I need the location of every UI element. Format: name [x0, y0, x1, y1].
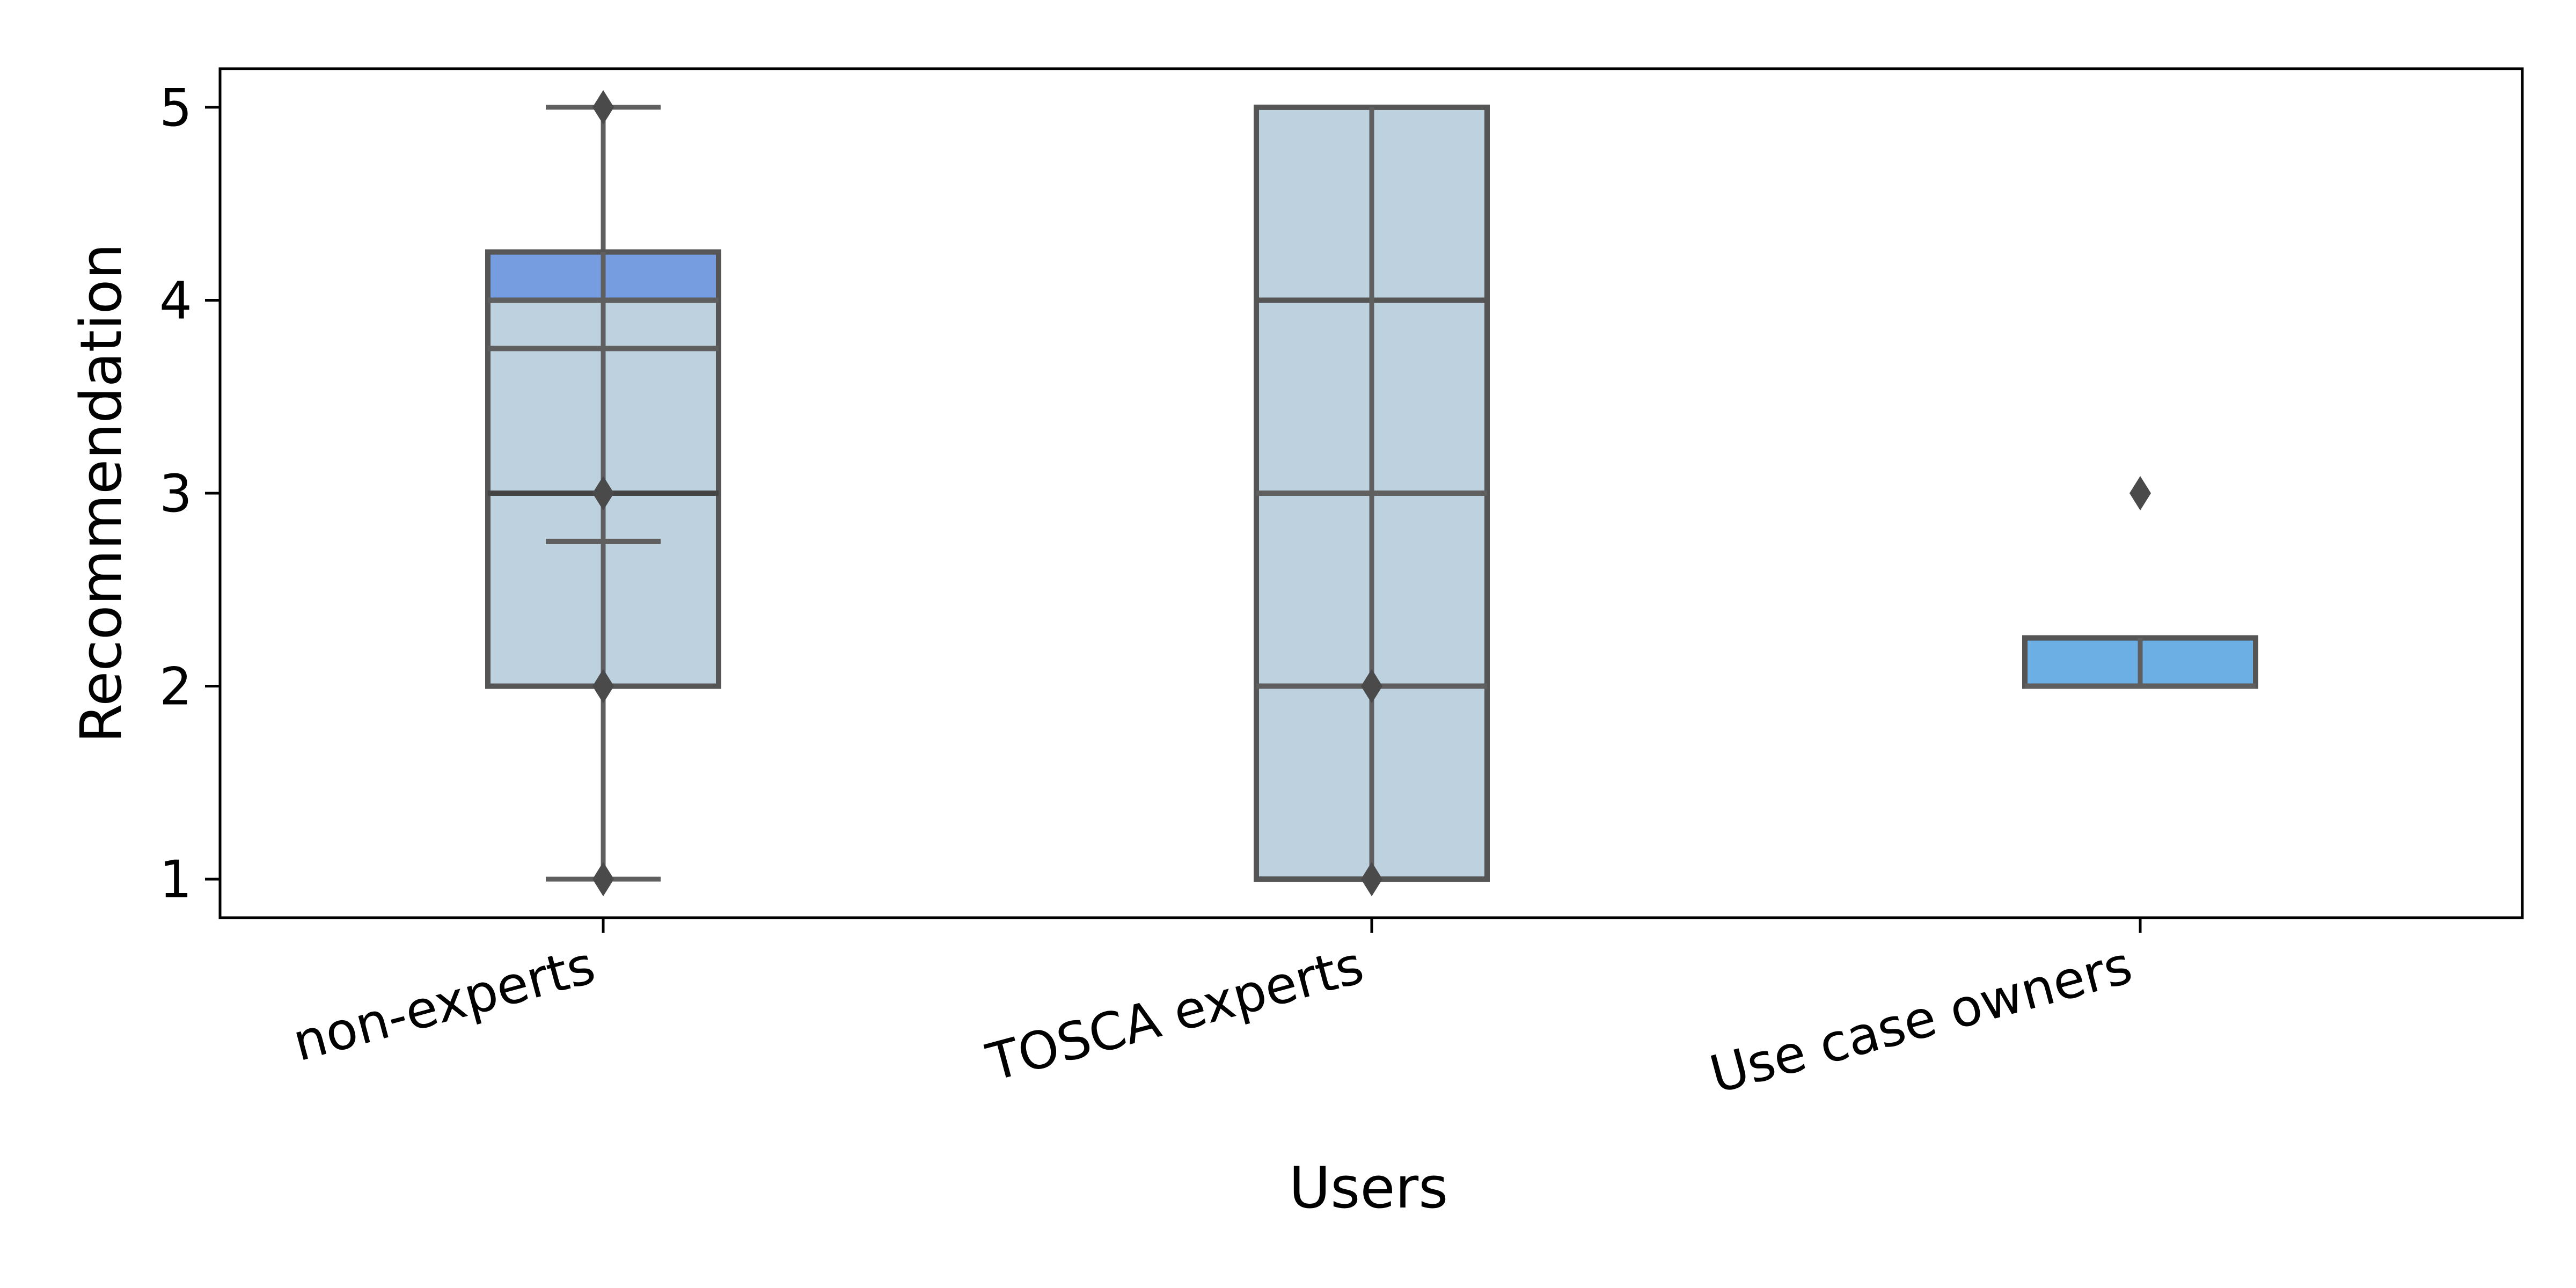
- y-tick-label-1: 1: [159, 850, 192, 910]
- y-tick-label-4: 4: [159, 270, 192, 331]
- point-marker-5: [1361, 669, 1382, 704]
- point-marker-4: [592, 862, 614, 897]
- y-axis-ticks: 1 2 3 4 5: [159, 78, 220, 910]
- y-tick-label-5: 5: [159, 78, 192, 138]
- point-marker-6: [1361, 862, 1382, 897]
- point-marker-3: [592, 669, 614, 704]
- point-marker-1: [592, 90, 614, 125]
- plot-area: [485, 90, 2258, 897]
- point-marker-2: [592, 476, 614, 510]
- y-axis-label: Recommendation: [68, 243, 134, 743]
- y-tick-label-3: 3: [159, 464, 192, 524]
- y-tick-label-2: 2: [159, 657, 192, 717]
- point-marker-7: [2129, 476, 2151, 510]
- x-axis-label: Users: [1289, 1155, 1448, 1221]
